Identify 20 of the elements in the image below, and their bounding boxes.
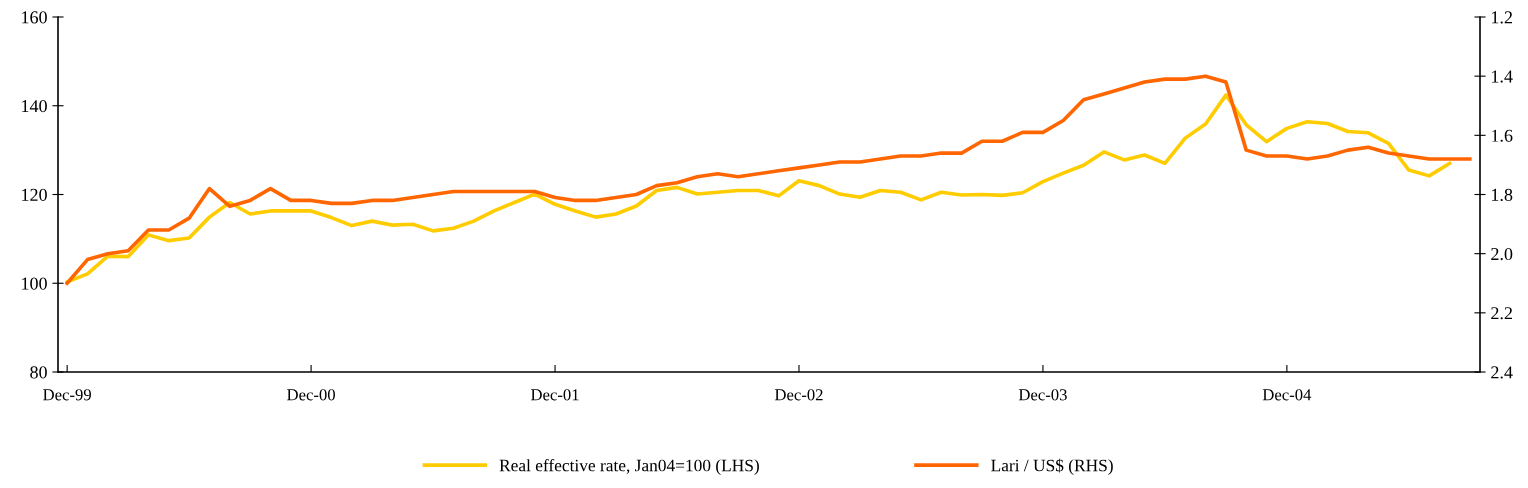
y2-tick-label: 2.0 [1491,247,1513,261]
y2-tick-label: 2.4 [1491,366,1513,379]
x-tick-label: Dec-02 [774,389,823,401]
y-tick-label: 160 [22,11,47,24]
y2-tick-label: 1.6 [1492,129,1513,142]
y-tick-label: 140 [22,100,47,113]
x-tick-label: Dec-03 [1018,389,1067,401]
legend-label: Real effective rate, Jan04=100 (LHS) [499,458,759,475]
y2-tick-label: 1.2 [1492,11,1512,24]
x-tick-label: Dec-00 [287,389,335,401]
x-tick-label: Dec-99 [43,389,91,401]
y-tick-label: 100 [22,277,47,290]
x-tick-label: Dec-04 [1262,389,1312,401]
y-tick-label: 120 [22,188,47,201]
y2-tick-label: 1.8 [1492,188,1513,202]
y-tick-label: 80 [30,366,47,379]
x-tick-label: Dec-01 [530,389,579,401]
legend-label: Lari / US$ (RHS) [991,458,1113,475]
y2-tick-label: 1.4 [1492,70,1513,83]
y2-tick-label: 2.2 [1491,307,1512,320]
